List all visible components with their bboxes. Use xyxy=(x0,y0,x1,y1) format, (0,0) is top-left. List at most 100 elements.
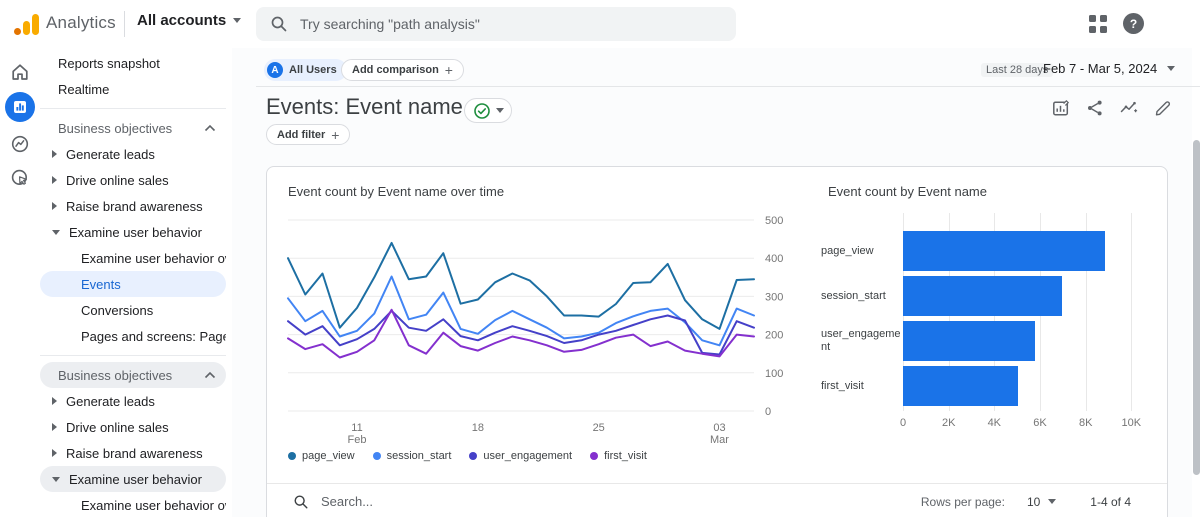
line-chart-title: Event count by Event name over time xyxy=(288,184,505,199)
sidebar-item-label: Examine user behavior xyxy=(69,224,202,240)
sidebar-item-label: Pages and screens: Page p... xyxy=(81,328,226,344)
global-search-input[interactable]: Try searching "path analysis" xyxy=(256,7,736,41)
rows-per-page-label: Rows per page: xyxy=(920,494,1005,509)
sidebar-item-label: Examine user behavior ove... xyxy=(81,250,226,266)
add-comparison-button[interactable]: Add comparison + xyxy=(341,59,464,81)
check-circle-icon xyxy=(473,102,490,119)
advertising-icon[interactable] xyxy=(10,168,30,188)
y-axis-tick: 300 xyxy=(765,291,783,303)
add-comparison-label: Add comparison xyxy=(352,64,439,76)
collapse-arrow-icon xyxy=(52,229,60,235)
nav-rail xyxy=(0,48,40,517)
sidebar-item-label: Generate leads xyxy=(66,146,155,162)
report-status-badge[interactable] xyxy=(464,98,512,123)
analytics-logo-icon[interactable] xyxy=(14,14,39,35)
sidebar-item-label: Conversions xyxy=(81,302,154,318)
header-divider xyxy=(124,11,125,37)
charts-card: Event count by Event name over time 0 100… xyxy=(266,166,1168,517)
add-filter-label: Add filter xyxy=(277,128,326,141)
rows-per-page-select[interactable]: 10 xyxy=(1026,494,1057,509)
bar-chart-categories: page_view session_start user_engagement fir… xyxy=(821,213,901,411)
bar-category-label: first_visit xyxy=(821,379,864,392)
sidebar-divider xyxy=(40,108,226,109)
sidebar-item-conversions[interactable]: Conversions xyxy=(40,297,226,323)
insights-icon[interactable] xyxy=(1116,95,1142,121)
sidebar-item-reports-snapshot[interactable]: Reports snapshot xyxy=(40,50,226,76)
series-line-session_start xyxy=(287,275,755,347)
sidebar-item-label: Generate leads xyxy=(66,393,155,409)
series-line-first_visit xyxy=(287,308,755,359)
sidebar-item-drive-online-sales[interactable]: Drive online sales xyxy=(40,167,226,193)
table-search-input[interactable]: Search... xyxy=(321,494,374,509)
sidebar-item-label: Examine user behavior ove... xyxy=(81,497,226,513)
legend-item-first_visit: first_visit xyxy=(590,450,647,462)
line-chart-legend: page_view session_start user_engagement fir… xyxy=(288,450,647,462)
x-axis-tick: Mar xyxy=(710,434,729,446)
plus-icon: + xyxy=(331,126,340,143)
x-axis-tick: 11 xyxy=(351,422,362,434)
date-range-label: Feb 7 - Mar 5, 2024 xyxy=(1043,61,1158,76)
explore-icon[interactable] xyxy=(10,134,30,154)
table-search-icon[interactable] xyxy=(293,494,309,510)
pagination-range: 1-4 of 4 xyxy=(1090,494,1131,509)
collapse-arrow-icon xyxy=(52,476,60,482)
reports-icon[interactable] xyxy=(5,92,35,122)
apps-grid-icon[interactable] xyxy=(1089,15,1107,33)
legend-dot xyxy=(469,452,478,460)
search-icon xyxy=(271,16,287,32)
sidebar-item-examine-user-behavior[interactable]: Examine user behavior xyxy=(40,466,226,492)
sidebar-item-business-objectives[interactable]: Business objectives xyxy=(40,362,226,388)
y-axis-tick: 100 xyxy=(765,368,783,380)
date-range-selector[interactable]: Feb 7 - Mar 5, 2024 xyxy=(1043,61,1176,76)
legend-label: page_view xyxy=(302,450,355,462)
sidebar-item-label: Business objectives xyxy=(58,367,173,383)
sidebar-item-examine-user-behavior[interactable]: Examine user behavior xyxy=(40,219,226,245)
rows-per-page-value: 10 xyxy=(1026,494,1041,509)
sidebar-item-raise-brand-awareness[interactable]: Raise brand awareness xyxy=(40,193,226,219)
home-icon[interactable] xyxy=(10,62,30,82)
sidebar-item-generate-leads[interactable]: Generate leads xyxy=(40,388,226,414)
sidebar-item-events[interactable]: Events xyxy=(40,271,226,297)
x-axis-tick: 25 xyxy=(593,422,605,434)
x-axis-tick: 6K xyxy=(1033,417,1047,429)
sidebar-item-drive-online-sales[interactable]: Drive online sales xyxy=(40,414,226,440)
share-icon[interactable] xyxy=(1082,95,1108,121)
bar-chart-title: Event count by Event name xyxy=(828,184,987,199)
table-footer: Search... Rows per page: 10 1-4 of 4 xyxy=(267,484,1167,517)
y-axis-tick: 0 xyxy=(765,406,771,418)
comparison-chip-all-users[interactable]: A All Users xyxy=(264,59,347,81)
comparison-chip-label: All Users xyxy=(289,64,337,76)
header-rule xyxy=(256,86,1200,87)
sidebar-item-label: Drive online sales xyxy=(66,419,169,435)
x-axis-tick: 4K xyxy=(987,417,1002,429)
edit-icon[interactable] xyxy=(1150,95,1176,121)
sidebar-item-raise-brand-awareness[interactable]: Raise brand awareness xyxy=(40,440,226,466)
legend-dot xyxy=(590,452,599,460)
chevron-up-icon xyxy=(204,124,216,132)
scrollbar[interactable] xyxy=(1193,140,1200,475)
sidebar-item-examine-user-behavior-ove[interactable]: Examine user behavior ove... xyxy=(40,492,226,517)
x-axis-tick: 8K xyxy=(1078,417,1093,429)
sidebar-item-realtime[interactable]: Realtime xyxy=(40,76,226,102)
logo-bar-tall xyxy=(32,14,39,35)
sidebar-divider xyxy=(40,355,226,356)
chevron-up-icon xyxy=(204,371,216,379)
gridline xyxy=(1131,213,1133,411)
bar-user_engagement xyxy=(903,321,1036,361)
sidebar-item-pages-and-screens-page-p[interactable]: Pages and screens: Page p... xyxy=(40,323,226,349)
legend-item-page_view: page_view xyxy=(288,450,355,462)
app-header: Analytics All accounts Try searching "pa… xyxy=(0,0,1200,48)
sidebar-item-generate-leads[interactable]: Generate leads xyxy=(40,141,226,167)
account-selector[interactable]: All accounts xyxy=(137,12,242,29)
sidebar-item-label: Raise brand awareness xyxy=(66,445,203,461)
logo-bar-short xyxy=(23,21,30,35)
sidebar-item-examine-user-behavior-ove[interactable]: Examine user behavior ove... xyxy=(40,245,226,271)
sidebar-item-business-objectives[interactable]: Business objectives xyxy=(40,115,226,141)
expand-arrow-icon xyxy=(52,150,57,158)
date-preset-label: Last 28 days xyxy=(981,63,1054,77)
help-icon[interactable]: ? xyxy=(1123,13,1144,34)
chart-builder-icon[interactable] xyxy=(1048,95,1074,121)
add-filter-button[interactable]: Add filter + xyxy=(266,124,351,145)
